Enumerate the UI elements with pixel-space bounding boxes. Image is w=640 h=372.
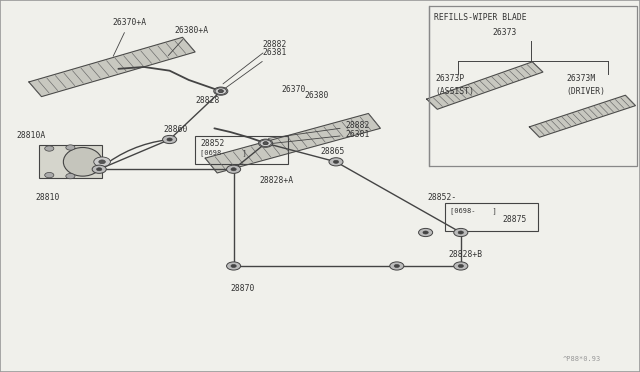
Circle shape xyxy=(454,262,468,270)
Text: 26380: 26380 xyxy=(304,92,328,100)
Circle shape xyxy=(458,264,463,267)
Text: 26373M: 26373M xyxy=(566,74,596,83)
Circle shape xyxy=(218,90,223,93)
Bar xyxy=(429,6,637,166)
Text: 26370: 26370 xyxy=(282,85,306,94)
Text: 28828: 28828 xyxy=(195,96,220,105)
Circle shape xyxy=(227,262,241,270)
Circle shape xyxy=(260,140,271,147)
Text: 28865: 28865 xyxy=(320,147,344,162)
Circle shape xyxy=(231,264,236,267)
Circle shape xyxy=(218,90,223,93)
Circle shape xyxy=(390,262,404,270)
Polygon shape xyxy=(29,37,195,97)
Text: 28882: 28882 xyxy=(223,39,287,84)
Circle shape xyxy=(231,168,236,171)
Circle shape xyxy=(329,158,343,166)
Text: 28810A: 28810A xyxy=(16,131,45,140)
Circle shape xyxy=(163,135,177,144)
Bar xyxy=(38,145,102,178)
Text: 28882: 28882 xyxy=(268,121,370,138)
Text: 26370+A: 26370+A xyxy=(112,18,146,56)
Circle shape xyxy=(423,231,428,234)
Text: (DRIVER): (DRIVER) xyxy=(566,87,605,96)
Circle shape xyxy=(458,231,463,234)
Circle shape xyxy=(394,264,399,267)
Circle shape xyxy=(263,142,268,145)
Circle shape xyxy=(259,139,273,147)
Text: 26380+A: 26380+A xyxy=(168,26,208,55)
Circle shape xyxy=(227,165,241,173)
Bar xyxy=(445,203,538,231)
Text: 28828+A: 28828+A xyxy=(259,176,293,185)
Text: 26373P: 26373P xyxy=(435,74,465,83)
Text: 26381: 26381 xyxy=(225,48,287,89)
Circle shape xyxy=(215,88,227,94)
Circle shape xyxy=(92,165,106,173)
Circle shape xyxy=(419,228,433,237)
Text: 28810: 28810 xyxy=(35,193,60,202)
Circle shape xyxy=(66,145,75,150)
Polygon shape xyxy=(427,62,543,109)
Circle shape xyxy=(97,168,102,171)
Text: 28828+B: 28828+B xyxy=(448,250,482,259)
Text: ^P88*0.93: ^P88*0.93 xyxy=(563,356,602,362)
Text: [0698-    ]: [0698- ] xyxy=(200,149,247,156)
Circle shape xyxy=(45,146,54,151)
Circle shape xyxy=(99,160,106,164)
Text: 26381: 26381 xyxy=(270,129,370,144)
Ellipse shape xyxy=(63,148,102,176)
Circle shape xyxy=(93,157,111,167)
Circle shape xyxy=(214,87,228,95)
Text: 28860: 28860 xyxy=(163,125,188,140)
Polygon shape xyxy=(529,95,636,137)
Circle shape xyxy=(333,160,339,163)
Circle shape xyxy=(45,173,54,178)
Text: 28875: 28875 xyxy=(502,215,527,224)
Circle shape xyxy=(454,228,468,237)
Polygon shape xyxy=(205,113,380,173)
Text: (ASSIST): (ASSIST) xyxy=(435,87,474,96)
Text: 28852: 28852 xyxy=(200,140,225,148)
Text: 28852-: 28852- xyxy=(428,193,457,202)
Circle shape xyxy=(66,173,75,179)
Text: [0698-    ]: [0698- ] xyxy=(450,208,497,214)
Circle shape xyxy=(167,138,172,141)
Circle shape xyxy=(263,142,268,145)
Bar xyxy=(195,136,288,164)
Text: 26373: 26373 xyxy=(493,28,517,37)
Text: 28870: 28870 xyxy=(230,284,255,293)
Text: REFILLS-WIPER BLADE: REFILLS-WIPER BLADE xyxy=(434,13,527,22)
